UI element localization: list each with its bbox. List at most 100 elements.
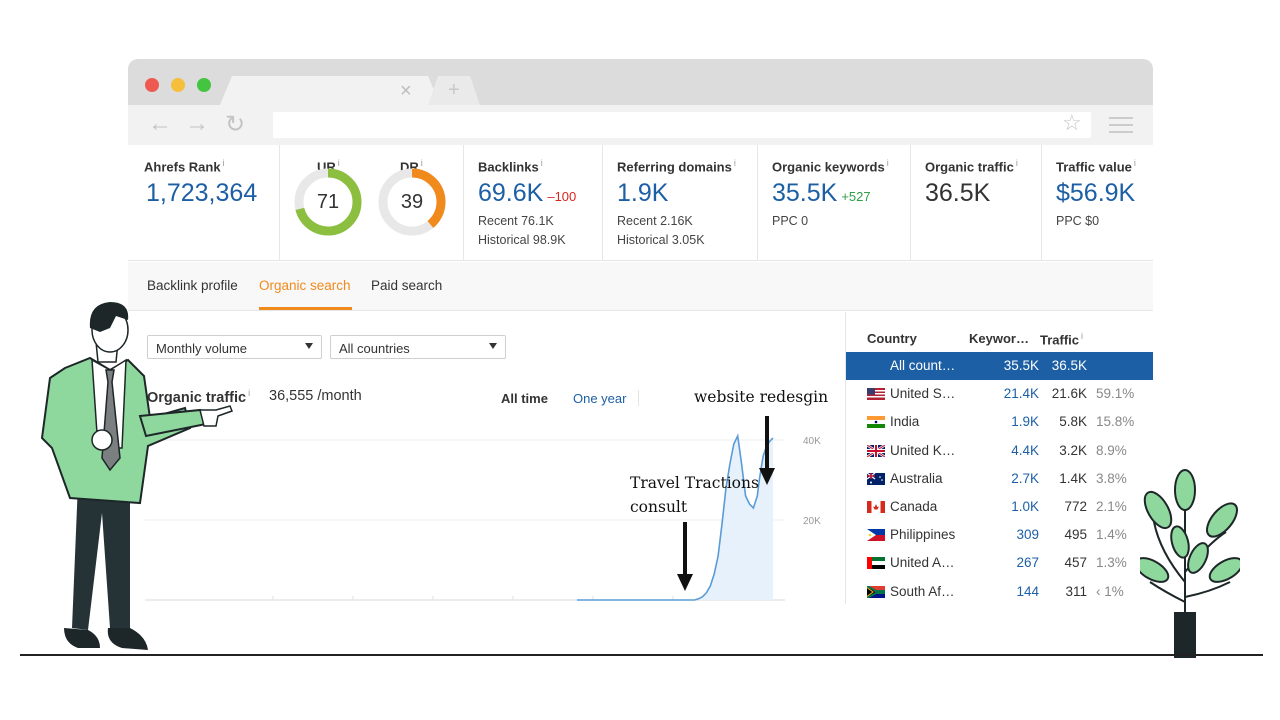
range-all-time[interactable]: All time xyxy=(501,391,548,406)
country-keywords[interactable]: 1.0K xyxy=(1011,499,1039,514)
info-icon[interactable]: i xyxy=(540,158,543,168)
tab-organic-search[interactable]: Organic search xyxy=(259,278,351,293)
traffic-area xyxy=(577,436,773,600)
backlinks-card: Backlinks i 69.6K –100 Recent 76.1K Histor… xyxy=(463,145,602,261)
keywords-header[interactable]: Keywor… xyxy=(969,331,1029,346)
info-icon[interactable]: i xyxy=(1015,158,1018,168)
range-one-year[interactable]: One year xyxy=(573,391,627,406)
country-keywords[interactable]: 309 xyxy=(1016,527,1039,543)
back-arrow-icon[interactable]: ← xyxy=(148,110,172,137)
tab-backlink-profile[interactable]: Backlink profile xyxy=(147,278,238,293)
organic-keywords-value[interactable]: 35.5K xyxy=(772,179,838,207)
table-row[interactable]: United S… 21.4K 21.6K 59.1% xyxy=(846,380,1153,408)
metrics-bar: Ahrefs Rank i 1,723,364 UR i DR i 71 39 xyxy=(128,145,1153,261)
table-row[interactable]: United A… 267 457 1.3% xyxy=(846,549,1153,577)
new-tab-button[interactable] xyxy=(428,76,480,105)
info-icon[interactable]: i xyxy=(337,158,340,168)
backlinks-value[interactable]: 69.6K xyxy=(478,179,544,207)
redesign-annotation: website redesgin xyxy=(694,388,829,406)
traffic-line[interactable] xyxy=(577,433,774,601)
country-traffic-share: 8.9% xyxy=(1096,442,1127,458)
country-traffic-share: 2.1% xyxy=(1096,499,1127,514)
country-traffic-share: 1.3% xyxy=(1096,555,1127,571)
country-name[interactable]: United K… xyxy=(890,442,956,458)
country-header[interactable]: Country xyxy=(867,331,917,346)
info-icon[interactable]: i xyxy=(1133,158,1136,168)
country-traffic: 772 xyxy=(1064,499,1087,514)
country-keywords[interactable]: 144 xyxy=(1016,583,1039,599)
volume-select-value: Monthly volume xyxy=(156,341,248,356)
backlinks-change: –100 xyxy=(547,189,577,204)
country-traffic-share: 15.8% xyxy=(1096,414,1135,430)
dr-gauge: 39 xyxy=(377,167,447,237)
table-row[interactable]: Canada 1.0K 772 2.1% xyxy=(846,493,1153,521)
info-icon[interactable]: i xyxy=(222,158,225,168)
country-keywords[interactable]: 21.4K xyxy=(1003,386,1039,402)
country-keywords[interactable]: 2.7K xyxy=(1011,470,1039,486)
country-traffic: 1.4K xyxy=(1059,470,1087,486)
ur-dr-card: UR i DR i 71 39 xyxy=(279,145,463,261)
plus-icon[interactable]: + xyxy=(448,79,460,101)
country-traffic-share: 59.1% xyxy=(1096,386,1135,402)
backlinks-historical: Historical 98.9K xyxy=(478,233,566,247)
menu-icon[interactable] xyxy=(1109,117,1133,133)
volume-select[interactable]: Monthly volume xyxy=(147,335,322,359)
country-name[interactable]: South Af… xyxy=(890,583,955,599)
organic-keywords-change: +527 xyxy=(841,189,871,204)
presenter-illustration xyxy=(40,302,233,650)
info-icon[interactable]: i xyxy=(420,158,423,168)
table-row[interactable]: India 1.9K 5.8K 15.8% xyxy=(846,408,1153,436)
info-icon[interactable]: i xyxy=(733,158,736,168)
table-row[interactable]: Philippines 309 495 1.4% xyxy=(846,521,1153,549)
tab-bar: × + xyxy=(128,59,1153,105)
maximize-window-button[interactable] xyxy=(197,78,211,92)
country-name[interactable]: India xyxy=(890,414,920,430)
browser-window: × + ← → ↻ ☆ Ahrefs Rank i 1,723,364 UR i D… xyxy=(128,59,1153,604)
star-icon[interactable]: ☆ xyxy=(1062,110,1082,135)
referring-domains-card: Referring domains i 1.9K Recent 2.16K His… xyxy=(602,145,757,261)
y-tick-label: 20K xyxy=(803,516,821,527)
organic-traffic-chart[interactable]: 40K 20K xyxy=(145,420,827,604)
country-keywords[interactable]: 35.5K xyxy=(1003,358,1039,373)
organic-chart-panel: Monthly volume All countries Organic tra… xyxy=(128,312,845,604)
browser-tab[interactable] xyxy=(220,76,440,105)
countries-select[interactable]: All countries xyxy=(330,335,506,359)
country-name[interactable]: All count… xyxy=(890,358,956,373)
consult-arrow xyxy=(677,522,693,591)
country-name[interactable]: Australia xyxy=(890,470,943,486)
referring-domains-label: Referring domains xyxy=(617,159,732,175)
table-row-selected[interactable]: All count… 35.5K 36.5K xyxy=(846,352,1153,380)
minimize-window-button[interactable] xyxy=(171,78,185,92)
active-tab-indicator xyxy=(259,307,352,310)
table-row[interactable]: Australia 2.7K 1.4K 3.8% xyxy=(846,465,1153,493)
country-keywords[interactable]: 4.4K xyxy=(1011,442,1039,458)
referring-domains-value[interactable]: 1.9K xyxy=(617,179,669,207)
table-row[interactable]: United K… 4.4K 3.2K 8.9% xyxy=(846,437,1153,465)
country-name[interactable]: Philippines xyxy=(890,527,956,543)
country-name[interactable]: United A… xyxy=(890,555,955,571)
close-window-button[interactable] xyxy=(145,78,159,92)
floor-line xyxy=(20,654,1263,656)
table-row[interactable]: South Af… 144 311 ‹ 1% xyxy=(846,578,1153,604)
address-bar[interactable] xyxy=(273,112,1091,138)
info-icon[interactable]: i xyxy=(248,388,251,398)
section-tabs: Backlink profile Organic search Paid sea… xyxy=(128,262,1153,311)
country-keywords[interactable]: 1.9K xyxy=(1011,414,1039,430)
country-name[interactable]: Canada xyxy=(890,499,938,514)
tab-paid-search[interactable]: Paid search xyxy=(371,278,443,293)
info-icon[interactable]: i xyxy=(886,158,889,168)
country-name[interactable]: United S… xyxy=(890,386,956,402)
info-icon[interactable]: i xyxy=(1081,331,1084,341)
referring-domains-historical: Historical 3.05K xyxy=(617,233,705,247)
consult-annotation-line-1: Travel Tractions xyxy=(630,474,759,492)
traffic-value-value: $56.9K xyxy=(1056,179,1136,207)
flag-ph-icon xyxy=(867,529,885,542)
traffic-value-label: Traffic value xyxy=(1056,159,1132,175)
country-keywords[interactable]: 267 xyxy=(1016,555,1039,571)
forward-arrow-icon[interactable]: → xyxy=(185,110,209,137)
country-traffic-share: 3.8% xyxy=(1096,470,1127,486)
y-tick-label: 40K xyxy=(803,436,821,447)
referring-domains-recent: Recent 2.16K xyxy=(617,214,693,228)
reload-icon[interactable]: ↻ xyxy=(225,111,246,138)
close-icon[interactable]: × xyxy=(400,80,412,102)
